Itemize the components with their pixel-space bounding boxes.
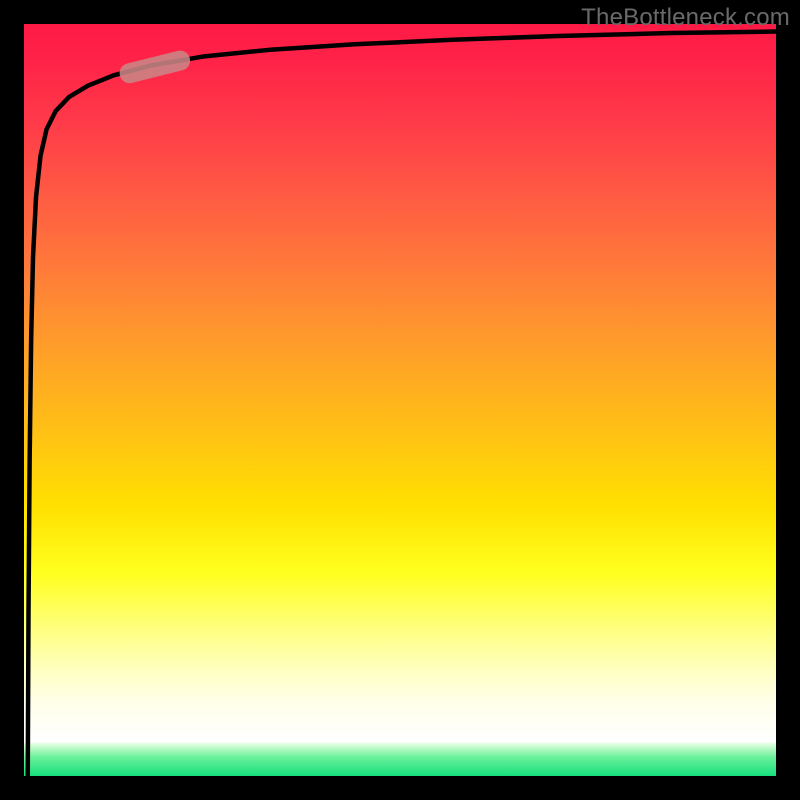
watermark-text: TheBottleneck.com: [581, 4, 790, 32]
plot-area: [24, 24, 776, 776]
bottleneck-chart: [0, 0, 800, 800]
